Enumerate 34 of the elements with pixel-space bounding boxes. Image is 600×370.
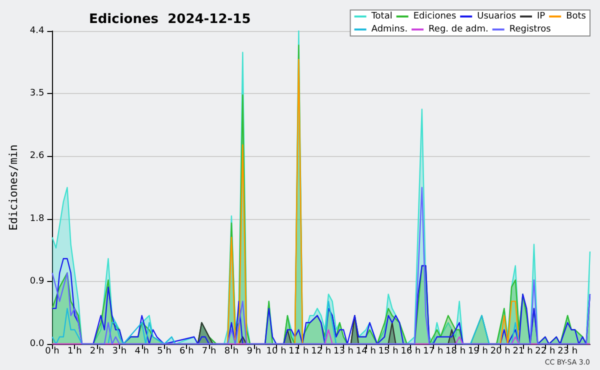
chart-title: Ediciones 2024-12-15 bbox=[89, 12, 251, 27]
y-tick-label: 0.9 bbox=[30, 276, 44, 286]
y-tick-label: 3.5 bbox=[30, 88, 44, 99]
x-tick-label: 7 h bbox=[202, 346, 216, 356]
x-tick-label: 3 h bbox=[112, 346, 127, 356]
legend-label: IP bbox=[537, 12, 546, 22]
y-tick-label: 0.0 bbox=[30, 339, 44, 349]
x-tick-label: 2 h bbox=[90, 346, 104, 356]
x-tick-label: 11 h bbox=[288, 346, 309, 356]
y-axis-title: Ediciones/min bbox=[7, 144, 20, 231]
x-tick-label: 14 h bbox=[356, 346, 376, 356]
x-tick-label: 4 h bbox=[134, 346, 149, 356]
x-tick-label: 8 h bbox=[224, 346, 239, 356]
x-tick-label: 0 h bbox=[45, 346, 60, 356]
legend-label: Reg. de adm. bbox=[428, 24, 488, 34]
legend-label: Registros bbox=[509, 24, 552, 34]
x-tick-label: 19 h bbox=[468, 346, 488, 356]
y-tick-label: 4.4 bbox=[30, 26, 44, 36]
legend-label: Usuarios bbox=[477, 12, 516, 22]
x-tick-label: 1 h bbox=[67, 346, 82, 356]
x-tick-label: 6 h bbox=[180, 346, 194, 356]
legend-label: Ediciones bbox=[413, 12, 456, 22]
y-tick-label: 2.6 bbox=[30, 151, 44, 162]
x-tick-label: 22 h bbox=[535, 346, 556, 356]
legend-label: Admins. bbox=[371, 24, 408, 34]
x-tick-label: 12 h bbox=[311, 346, 332, 356]
legend-label: Total bbox=[370, 12, 392, 22]
legend-label: Bots bbox=[566, 12, 586, 22]
x-tick-label: 5 h bbox=[157, 346, 172, 356]
x-tick-label: 15 h bbox=[378, 346, 398, 356]
x-tick-label: 9 h bbox=[246, 346, 262, 356]
x-tick-label: 21 h bbox=[512, 346, 533, 356]
x-tick-label: 16 h bbox=[400, 346, 421, 356]
y-tick-label: 1.8 bbox=[30, 214, 44, 224]
